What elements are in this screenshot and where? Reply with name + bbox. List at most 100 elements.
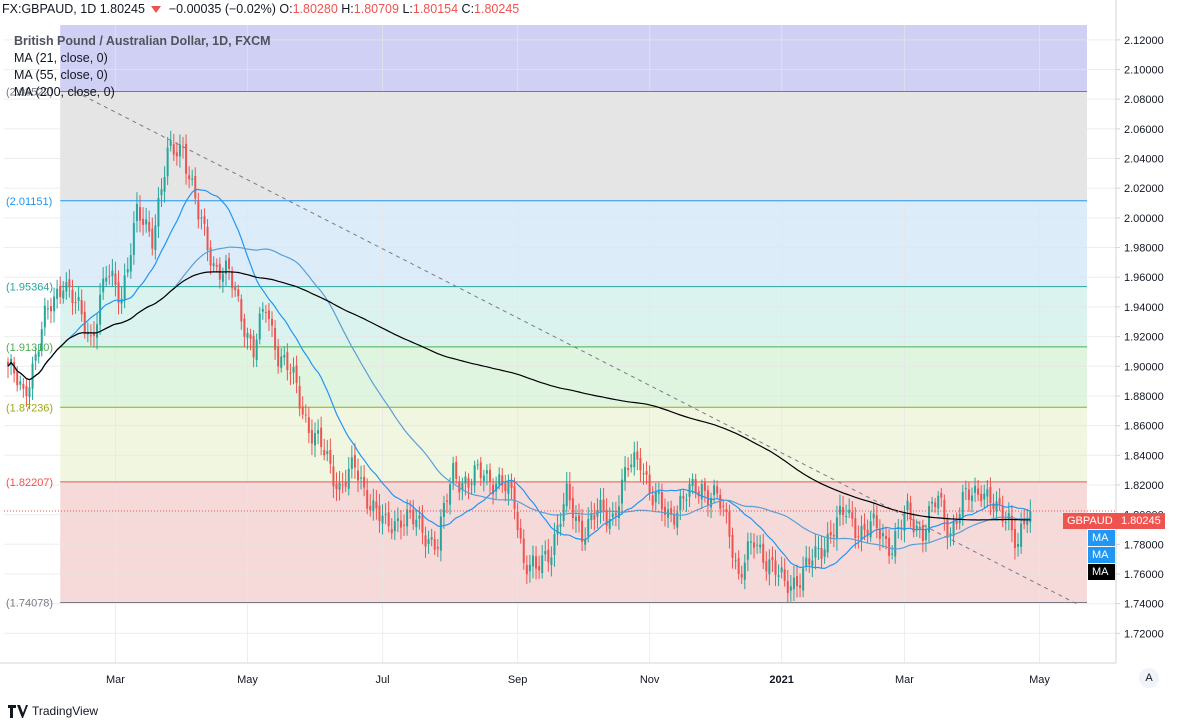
candle [234, 281, 237, 297]
candle [983, 484, 986, 509]
y-tick-label: 1.74000 [1124, 599, 1164, 611]
candle-body [746, 541, 749, 560]
candle-body [264, 311, 267, 313]
candle [940, 487, 943, 507]
candle [848, 498, 851, 519]
candle-body [614, 513, 617, 516]
candle [142, 207, 145, 236]
candle-body [488, 469, 491, 483]
candle [826, 522, 829, 558]
price-tag-value: 1.80245 [1117, 513, 1165, 529]
candle-body [347, 468, 350, 489]
candle [989, 477, 992, 516]
candle-body [608, 519, 611, 529]
candle [749, 532, 752, 555]
ma21-legend[interactable]: MA (21, close, 0) [14, 51, 108, 65]
candle [562, 492, 565, 527]
candle-body [237, 289, 240, 297]
candle [323, 438, 326, 461]
candle-body [516, 511, 519, 531]
candle [188, 166, 191, 189]
candle-body [713, 485, 716, 496]
candle [894, 522, 897, 564]
candle [590, 501, 593, 529]
symbol-label[interactable]: FX:GBPAUD, 1D [2, 2, 97, 16]
candle-body [556, 525, 559, 535]
candle [332, 454, 335, 498]
y-tick-label: 1.90000 [1124, 361, 1164, 373]
candle-body [332, 466, 335, 487]
candle [657, 482, 660, 505]
candle-body [633, 452, 636, 468]
auto-scale-button[interactable]: A [1139, 668, 1159, 688]
candle-body [442, 502, 445, 518]
candle-body [424, 535, 427, 547]
candle-body [415, 519, 418, 528]
y-tick-label: 2.06000 [1124, 124, 1164, 136]
candle-body [228, 258, 231, 269]
candle-body [995, 501, 998, 512]
candle-body [335, 483, 338, 490]
brand-footer[interactable]: TradingView [8, 704, 98, 718]
candle [654, 482, 657, 511]
candle-body [875, 515, 878, 529]
candle [212, 256, 215, 273]
fib-level-label: (1.74078) [6, 597, 53, 609]
candle [338, 471, 341, 501]
candle [479, 456, 482, 486]
candle [710, 492, 713, 519]
candle [387, 501, 390, 533]
candle [240, 294, 243, 330]
candle-body [811, 560, 814, 567]
candle-body [501, 475, 504, 486]
candle-body [860, 526, 863, 540]
candle-body [574, 516, 577, 521]
candle-body [295, 365, 298, 383]
candle [28, 380, 31, 409]
fib-zone-top [60, 25, 1088, 92]
candle-body [142, 218, 145, 225]
candle-body [584, 539, 587, 545]
candle [605, 498, 608, 533]
candle-body [92, 332, 95, 336]
candle [406, 499, 409, 536]
candle-body [777, 575, 780, 577]
candle-body [412, 509, 415, 525]
candle-body [845, 516, 848, 518]
candle [495, 476, 498, 500]
candle-body [470, 483, 473, 485]
candle [111, 258, 114, 287]
candle [574, 505, 577, 533]
candle-body [338, 482, 341, 490]
candle-body [937, 495, 940, 509]
candle-body [903, 513, 906, 531]
ma55-legend[interactable]: MA (55, close, 0) [14, 68, 108, 82]
candle [175, 142, 178, 166]
candle [439, 509, 442, 562]
low-value: 1.80154 [412, 2, 459, 16]
candle [875, 505, 878, 539]
candle [353, 443, 356, 479]
candle-body [467, 478, 470, 488]
candle-body [983, 493, 986, 500]
candle [513, 477, 516, 520]
candle-body [163, 177, 166, 192]
candle [449, 477, 452, 515]
candle [258, 307, 261, 345]
candle [363, 465, 366, 497]
candle [593, 502, 596, 531]
candle [734, 552, 737, 570]
candle [854, 507, 857, 549]
candle-body [792, 577, 795, 590]
candle [476, 459, 479, 470]
y-tick-label: 2.04000 [1124, 154, 1164, 166]
candle [135, 192, 138, 233]
candle [931, 496, 934, 513]
ma200-legend[interactable]: MA (200, close, 0) [14, 85, 115, 99]
candle-body [716, 486, 719, 494]
y-tick-label: 1.76000 [1124, 569, 1164, 581]
candle-body [200, 217, 203, 219]
candle [421, 505, 424, 545]
candle [369, 494, 372, 517]
